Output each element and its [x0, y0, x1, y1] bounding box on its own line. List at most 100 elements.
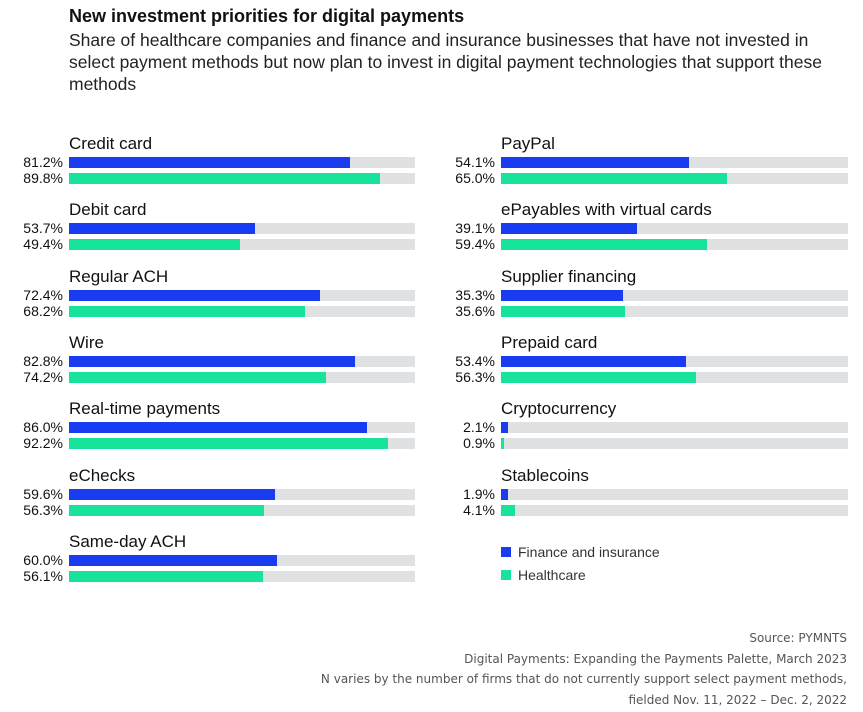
bar-debit-card-finance	[69, 223, 255, 234]
bar-track-wire-finance	[69, 356, 415, 367]
bar-track-epayables-with-virtual-cards-finance	[501, 223, 848, 234]
chart-subtitle: Share of healthcare companies and financ…	[69, 30, 822, 94]
bar-prepaid-card-healthcare	[501, 372, 697, 383]
value-label-echecks-finance: 59.6%	[23, 486, 63, 502]
sample-note-line2: fielded Nov. 11, 2022 – Dec. 2, 2022	[628, 692, 847, 707]
category-label-echecks: eChecks	[69, 466, 136, 485]
bar-same-day-ach-healthcare	[69, 571, 264, 582]
category-label-debit-card: Debit card	[69, 200, 147, 219]
value-label-regular-ach-finance: 72.4%	[23, 287, 63, 303]
legend-swatch-healthcare	[501, 570, 511, 580]
value-label-epayables-with-virtual-cards-finance: 39.1%	[455, 220, 495, 236]
bar-track-cryptocurrency-healthcare	[501, 438, 848, 449]
value-label-real-time-payments-finance: 86.0%	[23, 419, 63, 435]
bar-track-regular-ach-healthcare	[69, 306, 415, 317]
bar-real-time-payments-healthcare	[69, 438, 388, 449]
bar-real-time-payments-finance	[69, 422, 367, 433]
category-label-real-time-payments: Real-time payments	[69, 399, 221, 418]
value-label-regular-ach-healthcare: 68.2%	[23, 303, 63, 319]
bar-track-supplier-financing-healthcare	[501, 306, 848, 317]
bar-track-stablecoins-healthcare	[501, 505, 848, 516]
value-label-cryptocurrency-healthcare: 0.9%	[463, 435, 495, 451]
value-label-paypal-finance: 54.1%	[455, 154, 495, 170]
value-label-echecks-healthcare: 56.3%	[23, 502, 63, 518]
category-label-wire: Wire	[69, 333, 104, 352]
value-label-same-day-ach-healthcare: 56.1%	[23, 568, 63, 584]
bar-paypal-healthcare	[501, 173, 727, 184]
bar-cryptocurrency-healthcare	[501, 438, 505, 449]
chart-title: New investment priorities for digital pa…	[69, 6, 465, 26]
category-label-paypal: PayPal	[501, 134, 555, 153]
bar-track-same-day-ach-finance	[69, 555, 415, 566]
legend-swatch-finance	[501, 547, 511, 557]
category-label-same-day-ach: Same-day ACH	[69, 532, 187, 551]
bar-regular-ach-finance	[69, 290, 320, 301]
source-note: Source: PYMNTS	[749, 631, 847, 645]
value-label-cryptocurrency-finance: 2.1%	[463, 419, 495, 435]
bar-credit-card-healthcare	[69, 173, 380, 184]
bar-supplier-financing-finance	[501, 290, 624, 301]
footer: Source: PYMNTS Digital Payments: Expandi…	[321, 628, 847, 710]
bar-track-echecks-finance	[69, 489, 415, 500]
category-label-prepaid-card: Prepaid card	[501, 333, 598, 352]
bar-track-credit-card-finance	[69, 157, 415, 168]
bar-cryptocurrency-finance	[501, 422, 509, 433]
value-label-wire-healthcare: 74.2%	[23, 369, 63, 385]
bar-track-supplier-financing-finance	[501, 290, 848, 301]
bar-track-same-day-ach-healthcare	[69, 571, 415, 582]
bar-wire-healthcare	[69, 372, 326, 383]
value-label-paypal-healthcare: 65.0%	[455, 170, 495, 186]
category-label-supplier-financing: Supplier financing	[501, 267, 637, 286]
value-label-credit-card-healthcare: 89.8%	[23, 170, 63, 186]
bar-paypal-finance	[501, 157, 689, 168]
bar-track-debit-card-healthcare	[69, 239, 415, 250]
value-label-real-time-payments-healthcare: 92.2%	[23, 435, 63, 451]
bar-wire-finance	[69, 356, 356, 367]
value-label-stablecoins-finance: 1.9%	[463, 486, 495, 502]
bar-epayables-with-virtual-cards-healthcare	[501, 239, 708, 250]
report-note: Digital Payments: Expanding the Payments…	[464, 651, 847, 666]
bar-track-debit-card-finance	[69, 223, 415, 234]
value-label-supplier-financing-healthcare: 35.6%	[455, 303, 495, 319]
bar-regular-ach-healthcare	[69, 306, 305, 317]
value-label-credit-card-finance: 81.2%	[23, 154, 63, 170]
bar-stablecoins-healthcare	[501, 505, 516, 516]
bar-prepaid-card-finance	[501, 356, 687, 367]
bar-same-day-ach-finance	[69, 555, 277, 566]
value-label-stablecoins-healthcare: 4.1%	[463, 502, 495, 518]
bar-debit-card-healthcare	[69, 239, 240, 250]
value-label-debit-card-finance: 53.7%	[23, 220, 63, 236]
bar-track-real-time-payments-finance	[69, 422, 415, 433]
bar-track-cryptocurrency-finance	[501, 422, 848, 433]
category-label-credit-card: Credit card	[69, 134, 153, 153]
category-label-cryptocurrency: Cryptocurrency	[501, 399, 617, 418]
bar-track-stablecoins-finance	[501, 489, 848, 500]
category-label-stablecoins: Stablecoins	[501, 466, 589, 485]
bar-track-real-time-payments-healthcare	[69, 438, 415, 449]
category-label-regular-ach: Regular ACH	[69, 267, 169, 286]
bar-epayables-with-virtual-cards-finance	[501, 223, 637, 234]
bar-supplier-financing-healthcare	[501, 306, 625, 317]
value-label-prepaid-card-finance: 53.4%	[455, 353, 495, 369]
bar-stablecoins-finance	[501, 489, 508, 500]
sample-note-line1: N varies by the number of firms that do …	[320, 672, 847, 686]
legend-label-finance: Finance and insurance	[518, 544, 660, 560]
legend-label-healthcare: Healthcare	[518, 567, 586, 583]
value-label-wire-finance: 82.8%	[23, 353, 63, 369]
bar-track-credit-card-healthcare	[69, 173, 415, 184]
value-label-prepaid-card-healthcare: 56.3%	[455, 369, 495, 385]
bar-track-regular-ach-finance	[69, 290, 415, 301]
bar-echecks-finance	[69, 489, 276, 500]
bar-track-paypal-healthcare	[501, 173, 848, 184]
bar-echecks-healthcare	[69, 505, 264, 516]
bar-track-prepaid-card-healthcare	[501, 372, 848, 383]
category-label-epayables-with-virtual-cards: ePayables with virtual cards	[501, 200, 712, 219]
bar-credit-card-finance	[69, 157, 350, 168]
value-label-supplier-financing-finance: 35.3%	[455, 287, 495, 303]
bar-track-echecks-healthcare	[69, 505, 415, 516]
bar-track-paypal-finance	[501, 157, 848, 168]
bar-track-wire-healthcare	[69, 372, 415, 383]
bar-track-prepaid-card-finance	[501, 356, 848, 367]
bar-track-epayables-with-virtual-cards-healthcare	[501, 239, 848, 250]
value-label-debit-card-healthcare: 49.4%	[23, 236, 63, 252]
